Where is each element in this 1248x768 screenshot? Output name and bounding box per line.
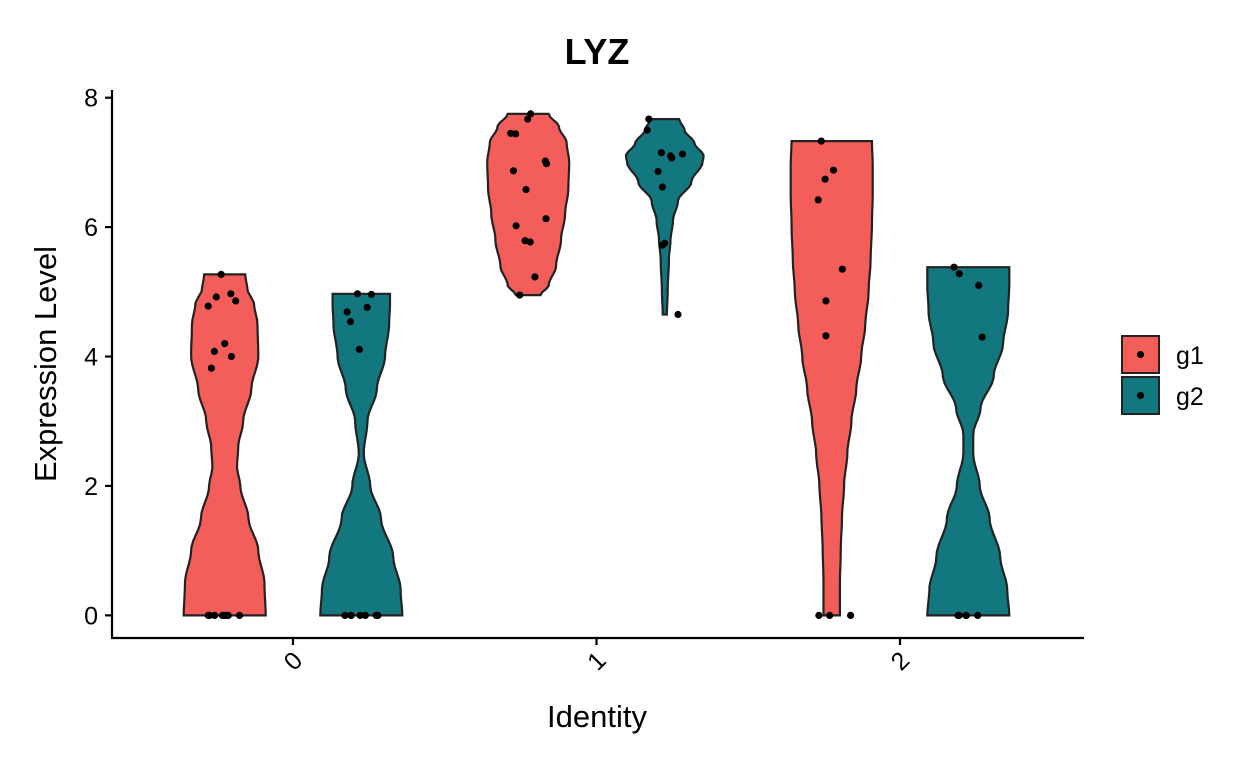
data-point-g2-1	[658, 241, 667, 249]
y-tick-label: 4	[84, 344, 98, 372]
y-tick-label: 0	[84, 602, 98, 630]
data-point-g1-2	[826, 611, 834, 620]
data-point-g2-0	[355, 345, 363, 353]
violin-g1-1	[486, 112, 571, 297]
x-tick-label: 2	[886, 646, 916, 676]
data-point-g2-1	[678, 150, 687, 158]
data-point-g1-0	[232, 297, 240, 305]
data-point-g2-0	[347, 611, 355, 620]
data-point-g1-1	[516, 291, 524, 299]
data-point-g1-1	[542, 215, 550, 223]
data-point-g2-2	[955, 270, 963, 278]
data-point-g2-2	[975, 281, 983, 289]
x-axis-title: Identity	[547, 699, 647, 734]
x-axis-ticks: 0 1 2	[279, 638, 916, 676]
data-point-g1-0	[221, 340, 229, 348]
data-point-g2-1	[658, 183, 667, 191]
data-point-g1-1	[531, 273, 539, 281]
data-point-g1-2	[815, 611, 823, 620]
data-point-g1-0	[235, 611, 244, 620]
data-point-g1-0	[224, 611, 232, 620]
data-point-g1-2	[847, 611, 855, 620]
x-tick-label: 0	[279, 646, 309, 676]
violin-g1-0	[182, 273, 267, 617]
data-point-g1-0	[227, 290, 235, 298]
data-point-g1-0	[207, 364, 215, 372]
data-point-g2-2	[978, 333, 986, 341]
data-point-g2-0	[343, 308, 351, 316]
legend-dot-g1	[1136, 350, 1145, 359]
data-point-g1-2	[817, 137, 825, 145]
data-point-g1-1	[542, 160, 551, 168]
data-point-g2-2	[954, 611, 962, 620]
legend-dot-g2	[1136, 391, 1145, 400]
data-point-g2-0	[361, 611, 369, 620]
data-point-g1-1	[526, 238, 534, 246]
data-point-g2-0	[372, 611, 380, 620]
data-point-g1-0	[204, 611, 212, 620]
data-point-g1-1	[524, 115, 532, 123]
legend-label-g1: g1	[1176, 342, 1204, 370]
y-tick-label: 8	[84, 85, 98, 113]
data-point-g2-0	[346, 318, 355, 326]
x-tick-label: 1	[582, 646, 612, 676]
data-point-g1-2	[822, 297, 830, 305]
data-point-g2-0	[341, 611, 349, 620]
data-point-g1-0	[217, 270, 225, 278]
data-point-g1-2	[814, 196, 822, 204]
y-tick-label: 2	[84, 473, 98, 501]
data-point-g2-1	[674, 310, 682, 319]
data-point-g1-0	[227, 352, 235, 361]
data-point-g1-0	[204, 302, 212, 310]
data-point-g1-1	[507, 129, 515, 137]
violin-g2-2	[926, 266, 1011, 617]
data-point-g2-1	[654, 167, 662, 176]
data-point-g1-2	[829, 166, 838, 174]
data-point-g2-0	[367, 290, 375, 298]
data-point-g1-2	[822, 332, 830, 340]
data-point-g2-0	[356, 611, 364, 620]
data-point-g1-0	[211, 611, 219, 620]
data-point-g1-1	[509, 167, 518, 175]
violin-g2-0	[319, 292, 404, 617]
legend-label-g2: g2	[1176, 383, 1204, 411]
plot-area	[182, 110, 1011, 620]
data-point-g1-0	[210, 347, 218, 355]
data-point-g2-1	[645, 115, 653, 123]
data-point-g2-2	[974, 611, 982, 620]
violin-g2-1	[624, 118, 705, 316]
data-point-g2-0	[353, 290, 362, 298]
legend-key-g2	[1121, 376, 1160, 415]
y-axis-title: Expression Level	[28, 246, 63, 482]
data-point-g2-1	[643, 126, 651, 134]
violin-g1-2	[789, 140, 874, 617]
data-point-g1-0	[212, 293, 220, 301]
data-point-g1-1	[522, 186, 530, 194]
data-point-g1-2	[821, 175, 829, 183]
data-point-g2-1	[666, 152, 675, 160]
data-point-g2-0	[363, 303, 371, 311]
data-point-g1-1	[512, 222, 520, 230]
data-point-g2-1	[657, 149, 666, 157]
y-tick-label: 6	[84, 214, 98, 242]
data-point-g2-2	[962, 611, 970, 620]
chart-title: LYZ	[565, 31, 630, 72]
data-point-g1-2	[838, 265, 846, 273]
data-point-g2-2	[950, 263, 958, 271]
y-axis-ticks: 0 2 4 6 8	[84, 85, 112, 630]
